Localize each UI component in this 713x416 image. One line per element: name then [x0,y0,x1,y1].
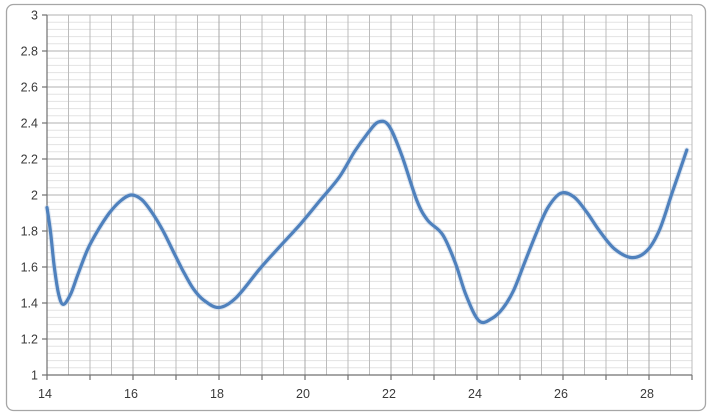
y-tick-label: 2.2 [21,153,38,167]
x-tick-label: 24 [468,387,482,401]
x-tick-label: 16 [124,387,138,401]
x-tick-label: 28 [640,387,654,401]
y-tick-label: 3 [31,9,38,23]
y-tick-label: 2.6 [21,81,38,95]
x-tick-label: 22 [382,387,396,401]
series-line [45,119,689,325]
x-tick-label: 18 [210,387,224,401]
chart-border [5,3,707,412]
y-tick-label: 2.4 [21,117,38,131]
y-tick-label: 1.4 [21,297,38,311]
y-tick-label: 1.6 [21,261,38,275]
x-tick-label: 20 [296,387,310,401]
x-tick-label: 14 [38,387,52,401]
y-tick-label: 1.8 [21,225,38,239]
y-tick-label: 1 [31,369,38,383]
x-tick-label: 26 [554,387,568,401]
y-tick-label: 2.8 [21,45,38,59]
y-tick-label: 2 [31,189,38,203]
y-tick-label: 1.2 [21,333,38,347]
